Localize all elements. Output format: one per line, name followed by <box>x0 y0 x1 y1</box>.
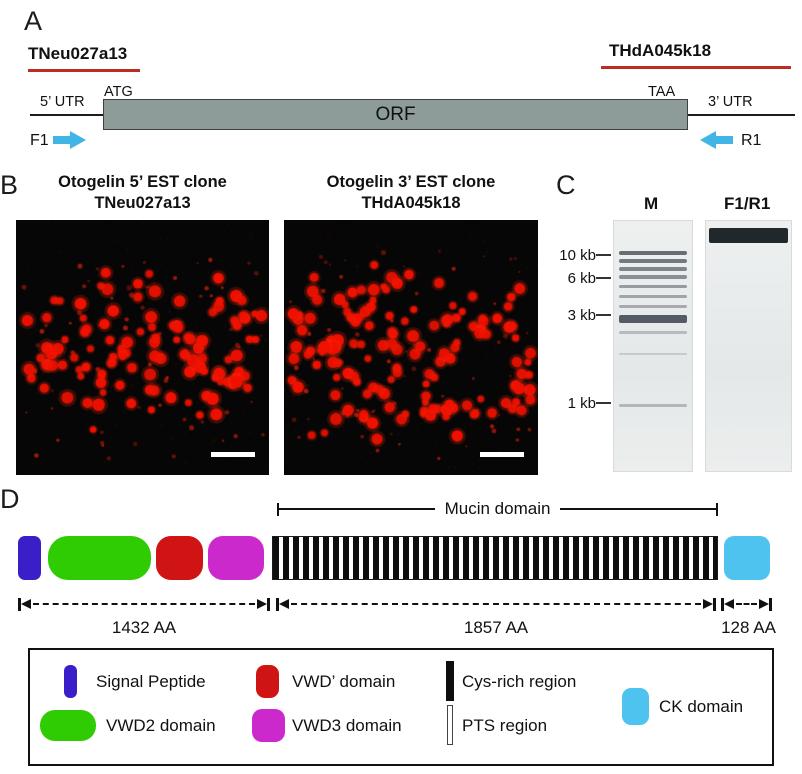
legend-vwd-prime-swatch <box>256 665 279 698</box>
forward-primer-label: F1 <box>30 132 49 149</box>
ladder-band <box>618 315 688 323</box>
marker-tick-1kb <box>596 402 611 404</box>
utr3-label: 3’ UTR <box>708 94 753 110</box>
marker-tick-3kb <box>596 314 611 316</box>
right-micrograph-canvas <box>284 220 538 475</box>
right-micrograph-title: Otogelin 3’ EST clone THdA045k18 <box>326 173 496 212</box>
aa-1432-label: 1432 AA <box>111 618 177 637</box>
legend-pts-swatch <box>447 705 453 745</box>
ladder-band <box>618 305 688 308</box>
measure-128 <box>721 597 772 611</box>
legend-ck-label: CK domain <box>659 697 744 716</box>
legend-vwd2-swatch <box>40 710 96 741</box>
gel-lane-f1r1 <box>705 220 792 472</box>
ladder-band <box>618 267 688 271</box>
legend-vwd3-swatch <box>252 709 285 742</box>
clone-right-underline <box>601 66 791 69</box>
lane-f1r1-label: F1/R1 <box>724 194 771 213</box>
ladder-band <box>618 404 688 407</box>
reverse-primer-arrow-icon <box>699 130 733 150</box>
ladder-band <box>618 275 688 279</box>
ladder-band <box>618 285 688 288</box>
signal-peptide-domain <box>18 536 41 580</box>
vwd-prime-domain <box>156 536 203 580</box>
forward-primer-arrow-icon <box>53 130 87 150</box>
legend-signal-peptide-label: Signal Peptide <box>96 672 206 691</box>
aa-128-label: 128 AA <box>721 618 776 637</box>
legend-cys-rich-label: Cys-rich region <box>462 672 577 691</box>
legend-pts-label: PTS region <box>462 716 548 735</box>
legend-cys-rich-swatch <box>446 661 454 701</box>
clone-right-name: THdA045k18 <box>609 41 712 60</box>
ladder-band <box>618 259 688 263</box>
measure-1432 <box>18 597 270 611</box>
orf-label: ORF <box>375 103 416 125</box>
legend-vwd-prime-label: VWD’ domain <box>292 672 396 691</box>
legend-vwd2-label: VWD2 domain <box>106 716 216 735</box>
start-codon-label: ATG <box>104 84 133 100</box>
stop-codon-label: TAA <box>648 84 676 100</box>
pcr-product-band <box>709 228 788 243</box>
vwd3-domain <box>208 536 264 580</box>
left-micrograph-canvas <box>16 220 269 475</box>
mucin-bracket-label: Mucin domain <box>444 499 551 518</box>
marker-1kb: 1 kb <box>567 395 596 412</box>
marker-10kb: 10 kb <box>559 247 596 264</box>
right-scalebar <box>480 452 524 457</box>
marker-tick-10kb <box>596 254 611 256</box>
legend-vwd3-label: VWD3 domain <box>292 716 402 735</box>
legend-box: Signal Peptide VWD’ domain Cys-rich regi… <box>28 648 774 766</box>
lane-m-label: M <box>644 194 659 213</box>
reverse-primer-label: R1 <box>741 132 762 149</box>
right-micrograph-image <box>284 220 538 475</box>
gel-lane-m <box>613 220 693 472</box>
ladder-band <box>618 295 688 298</box>
measure-1857 <box>276 597 716 611</box>
left-micrograph-title: Otogelin 5’ EST clone TNeu027a13 <box>58 173 227 212</box>
legend-signal-peptide-swatch <box>64 665 77 698</box>
panel-b-label: B <box>0 170 19 200</box>
marker-tick-6kb <box>596 277 611 279</box>
clone-left-name: TNeu027a13 <box>28 44 128 63</box>
left-micrograph-image <box>16 220 269 475</box>
left-scalebar <box>211 452 255 457</box>
ladder-band <box>618 353 688 355</box>
ck-domain <box>724 536 770 580</box>
legend-ck-swatch <box>622 688 649 725</box>
marker-6kb: 6 kb <box>567 270 596 287</box>
ladder-band <box>618 331 688 334</box>
vwd2-domain <box>48 536 151 580</box>
panel-a-label: A <box>24 6 43 36</box>
utr5-label: 5’ UTR <box>40 94 85 110</box>
protein-domain-bar <box>0 536 802 581</box>
aa-1857-label: 1857 AA <box>463 618 529 637</box>
mucin-bracket: Mucin domain <box>277 498 719 520</box>
marker-3kb: 3 kb <box>567 307 596 324</box>
clone-left-underline <box>28 69 140 72</box>
mucin-domain <box>272 536 718 580</box>
orf-box: ORF <box>103 99 688 130</box>
panel-d-label: D <box>0 484 20 514</box>
panel-c-label: C <box>556 170 576 200</box>
ladder-band <box>618 251 688 255</box>
